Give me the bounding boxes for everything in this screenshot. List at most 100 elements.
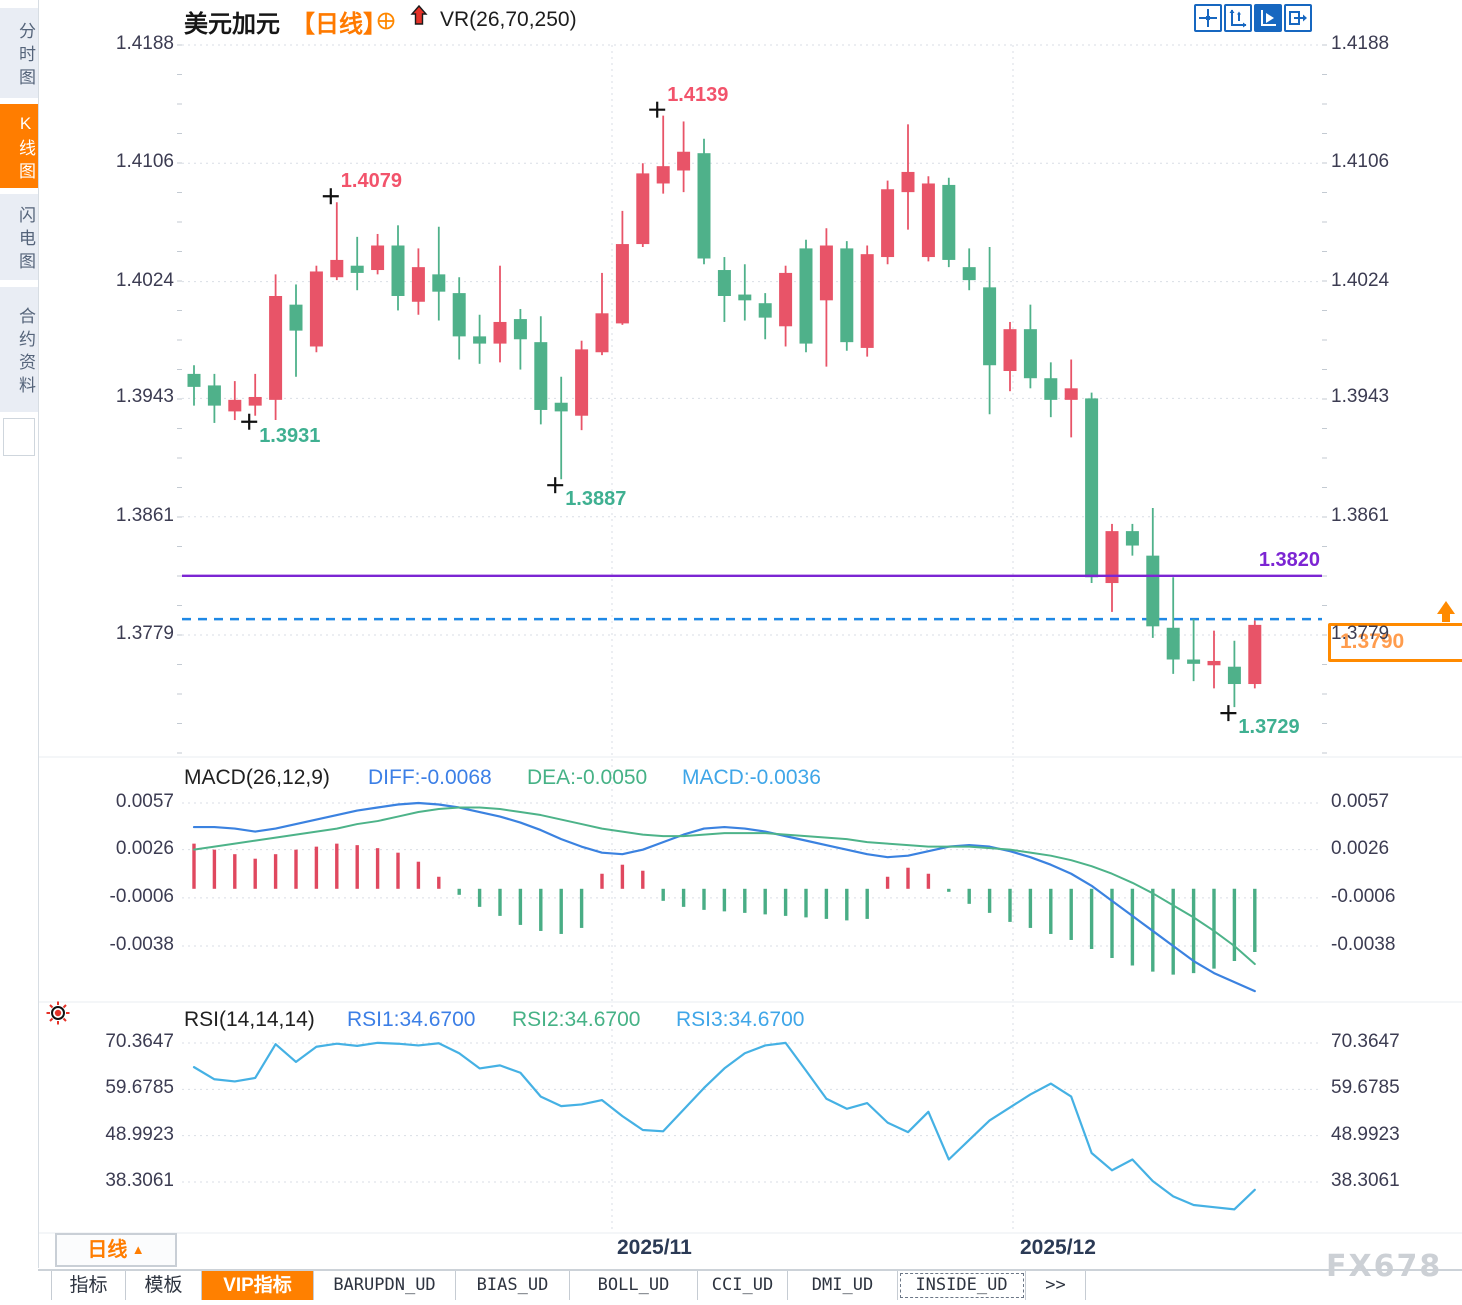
candle-body <box>1146 555 1160 627</box>
candle-body <box>187 373 201 387</box>
candle-body <box>411 267 425 302</box>
bottom-tab-[interactable]: 指标 <box>52 1271 126 1300</box>
extreme-price-label: 1.3931 <box>259 424 321 447</box>
candle-body <box>738 294 752 301</box>
macd-tick-label: 0.0026 <box>1331 837 1390 859</box>
candle-body <box>269 295 283 400</box>
macd-tick-label: -0.0038 <box>109 933 174 955</box>
candle-body <box>1207 660 1221 666</box>
target-circle-icon[interactable] <box>376 11 396 31</box>
macd-value: MACD:-0.0036 <box>682 766 821 789</box>
macd-dea-line <box>193 806 1256 966</box>
candle-body <box>391 245 405 296</box>
price-tick-label: 1.4024 <box>115 269 174 291</box>
macd-tick-label: -0.0006 <box>1331 885 1396 907</box>
support-line-label: 1.3820 <box>1258 549 1320 571</box>
candle-body <box>799 248 813 344</box>
bottom-tab-bollud[interactable]: BOLL_UD <box>570 1271 698 1300</box>
sidebar-item-4[interactable]: 合约资料 <box>0 287 38 412</box>
candle-body <box>534 342 548 410</box>
pan-right-icon[interactable] <box>1284 4 1312 32</box>
price-tick-label: 1.4106 <box>115 151 174 173</box>
candle-body <box>615 244 629 324</box>
candle-body <box>1044 378 1058 400</box>
candle-body <box>840 248 854 343</box>
bottom-tab-insideud[interactable]: INSIDE_UD <box>898 1271 1026 1300</box>
rsi-tick-label: 38.3061 <box>105 1170 174 1191</box>
current-price-badge: 1.3790 <box>1328 623 1462 662</box>
extreme-price-label: 1.3887 <box>565 488 627 511</box>
extreme-price-label: 1.3729 <box>1238 716 1300 739</box>
symbol-title: 美元加元 <box>184 11 280 38</box>
rsi-line <box>192 1041 1256 1211</box>
macd-params-label: MACD(26,12,9) <box>184 766 330 789</box>
candle-body <box>432 274 446 292</box>
macd-tick-label: 0.0057 <box>115 791 174 812</box>
period-selector-label: 日线 <box>87 1239 128 1261</box>
bottom-tab->>[interactable]: >> <box>1026 1271 1086 1300</box>
candle-body <box>289 304 303 331</box>
bottom-tab-dmiud[interactable]: DMI_UD <box>788 1271 898 1300</box>
macd-dea-value: DEA:-0.0050 <box>527 766 648 789</box>
chevron-up-icon: ▲ <box>131 1242 145 1257</box>
period-selector-button[interactable]: 日线 ▲ <box>55 1233 177 1267</box>
rsi-tick-label: 48.9923 <box>1331 1123 1400 1145</box>
rsi3-value: RSI3:34.6700 <box>676 1008 805 1031</box>
candle-body <box>1064 388 1078 400</box>
candle-body <box>309 271 323 347</box>
indicator-tab-bar: 指标 模板 VIP指标 BARUPDN_UD BIAS_UD BOLL_UD CCI_UD D… <box>38 1269 1462 1302</box>
move-icon[interactable] <box>1194 4 1222 32</box>
candle-body <box>656 166 670 184</box>
rsi-tick-label: 48.9923 <box>105 1123 174 1145</box>
candle-body <box>983 287 997 366</box>
macd-diff-value: DIFF:-0.0068 <box>368 766 492 789</box>
candle-body <box>575 349 589 416</box>
candle-body <box>758 303 772 318</box>
macd-tick-label: 0.0057 <box>1331 791 1390 812</box>
bottom-tab-cciud[interactable]: CCI_UD <box>698 1271 788 1300</box>
rsi1-value: RSI1:34.6700 <box>347 1008 476 1031</box>
candle-body <box>1125 531 1139 546</box>
rsi-tick-label: 59.6785 <box>105 1077 174 1099</box>
candle-body <box>677 151 691 171</box>
axis-play-icon[interactable] <box>1254 4 1282 32</box>
bottom-tab-[interactable]: 模板 <box>126 1271 202 1300</box>
sidebar-item-1[interactable]: 分时图 <box>0 8 38 98</box>
price-up-arrow-icon <box>1437 601 1455 614</box>
candle-body <box>1187 659 1201 664</box>
bottom-tab-biasud[interactable]: BIAS_UD <box>456 1271 570 1300</box>
candle-body <box>371 245 385 271</box>
candle-body <box>1023 329 1037 379</box>
indicator-hot-icon[interactable] <box>46 1001 70 1025</box>
sidebar: 分时图 K线图闪电图合约资料 <box>0 0 39 1268</box>
price-tick-label: 1.4188 <box>1331 33 1390 54</box>
candle-body <box>860 254 874 348</box>
macd-tick-label: -0.0006 <box>109 885 174 907</box>
candle-body <box>1105 531 1119 584</box>
sidebar-item-2[interactable]: K线图 <box>0 104 38 188</box>
candle-body <box>350 265 364 273</box>
price-tick-label: 1.3779 <box>1331 622 1390 644</box>
rsi-tick-label: 70.3647 <box>105 1031 174 1052</box>
watermark: FX678 <box>1326 1249 1443 1284</box>
candle-body <box>330 259 344 278</box>
candle-body <box>717 270 731 296</box>
price-tick-label: 1.4188 <box>115 33 174 54</box>
price-tick-label: 1.3943 <box>1331 386 1390 408</box>
price-tick-label: 1.3861 <box>115 504 174 526</box>
tabbar-spacer <box>38 1271 52 1300</box>
candle-body <box>493 321 507 344</box>
vr-indicator-label: VR(26,70,250) <box>440 8 577 31</box>
candle-body <box>1227 666 1241 685</box>
sidebar-item-3[interactable]: 闪电图 <box>0 194 38 280</box>
candle-body <box>819 245 833 301</box>
rsi-tick-label: 59.6785 <box>1331 1077 1400 1099</box>
rsi-params-label: RSI(14,14,14) <box>184 1008 315 1031</box>
axis-scale-icon[interactable] <box>1224 4 1252 32</box>
bottom-tab-barupdnud[interactable]: BARUPDN_UD <box>314 1271 456 1300</box>
candle-body <box>228 399 242 412</box>
bottom-tab-vip[interactable]: VIP指标 <box>202 1271 314 1300</box>
extreme-price-label: 1.4079 <box>340 170 402 193</box>
